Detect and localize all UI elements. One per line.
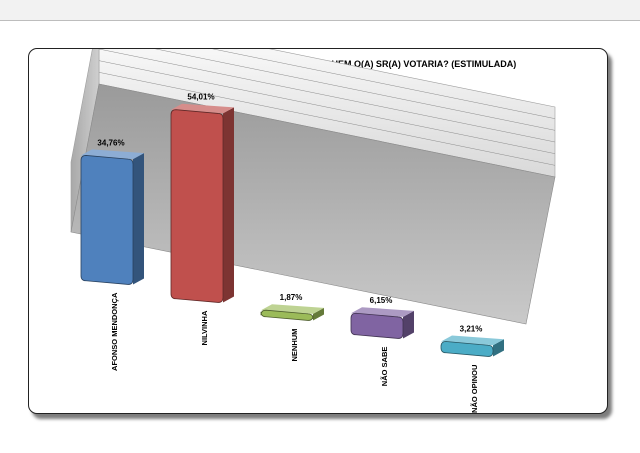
category-label-2: NENHUM	[290, 329, 299, 362]
bar-4	[440, 335, 504, 357]
data-label-2: 1,87%	[280, 293, 303, 302]
gridline	[98, 72, 556, 166]
data-label-1: 54,01%	[187, 93, 214, 102]
data-label-0: 34,76%	[97, 138, 124, 147]
gridline	[154, 49, 556, 131]
top-strip	[0, 0, 640, 20]
gridline	[212, 49, 556, 119]
gridline	[98, 60, 556, 154]
top-divider	[0, 20, 640, 21]
bar-3	[350, 307, 414, 339]
gridline	[98, 49, 556, 143]
bar-2	[260, 304, 324, 321]
category-label-1: NILVINHA	[200, 310, 209, 345]
chart-frame: 6 - E SE OS CANDIDATOS FOSSEM ESSES, EM …	[28, 48, 608, 414]
bar-1	[170, 103, 234, 303]
category-label-3: NÃO SABE	[380, 347, 389, 387]
bar-0	[80, 149, 144, 285]
category-label-4: NÃO OPINOU	[470, 365, 479, 413]
data-label-3: 6,15%	[370, 296, 393, 305]
chart-plot: 34,76% AFONSO MENDONÇA 54,01% NILVINHA 1,87%…	[70, 49, 556, 413]
category-label-0: AFONSO MENDONÇA	[110, 292, 119, 371]
data-label-4: 3,21%	[460, 324, 483, 333]
